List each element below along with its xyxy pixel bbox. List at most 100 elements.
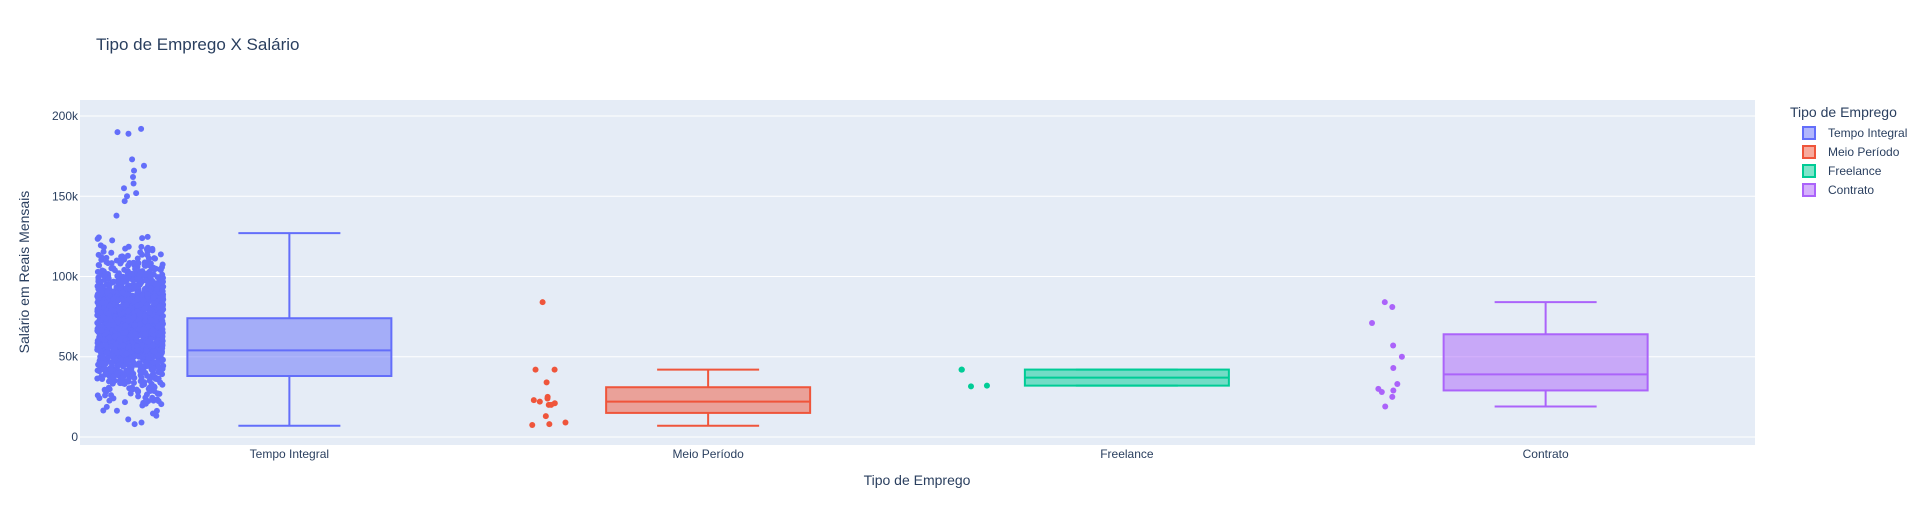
data-point <box>1389 304 1396 310</box>
data-point <box>135 260 142 267</box>
data-point <box>530 397 537 404</box>
plot-area <box>80 100 1755 445</box>
data-point <box>153 286 160 293</box>
data-point <box>150 294 157 301</box>
data-point <box>99 375 106 382</box>
data-point <box>148 317 155 324</box>
data-point <box>1398 353 1405 360</box>
data-point <box>125 416 132 423</box>
series-freelance <box>958 366 1230 390</box>
legend-swatch <box>1802 164 1816 178</box>
data-point <box>136 311 143 318</box>
data-point <box>141 305 148 312</box>
data-point <box>108 306 115 313</box>
data-point <box>115 297 122 304</box>
data-point <box>129 156 136 163</box>
data-point <box>1381 299 1388 306</box>
data-point <box>117 284 124 291</box>
data-point <box>133 296 140 303</box>
data-point <box>149 245 156 252</box>
data-point <box>151 255 158 262</box>
y-tick-label: 200k <box>52 109 79 123</box>
legend-label: Tempo Integral <box>1828 126 1907 140</box>
data-point <box>1390 387 1397 394</box>
data-point <box>142 277 149 284</box>
data-point <box>532 366 539 373</box>
data-point <box>95 262 102 269</box>
legend-title: Tipo de Emprego <box>1790 104 1897 120</box>
data-point <box>121 198 128 205</box>
data-point <box>546 421 553 428</box>
y-tick-label: 50k <box>59 350 79 364</box>
data-point <box>120 277 127 284</box>
data-point <box>94 392 101 399</box>
data-point <box>120 342 127 349</box>
data-point <box>113 257 120 264</box>
data-point <box>117 357 124 364</box>
data-point <box>138 243 145 250</box>
data-point <box>149 342 156 349</box>
data-point <box>102 342 109 349</box>
data-point <box>101 386 108 393</box>
data-point <box>137 249 144 256</box>
data-point <box>133 386 140 393</box>
data-point <box>138 374 145 381</box>
data-point <box>967 383 974 390</box>
data-point <box>156 303 163 310</box>
data-point <box>123 350 130 357</box>
data-point <box>126 260 133 267</box>
data-point <box>155 352 162 359</box>
data-point <box>154 274 161 281</box>
data-point <box>94 375 101 382</box>
data-point <box>94 367 101 374</box>
data-point <box>125 368 132 375</box>
data-point <box>94 235 101 242</box>
data-point <box>113 407 120 414</box>
chart-title: Tipo de Emprego X Salário <box>96 35 299 54</box>
data-point <box>107 367 114 374</box>
legend-swatch <box>1802 145 1816 159</box>
y-axis-title: Salário em Reais Mensais <box>16 191 32 354</box>
data-point <box>141 313 148 320</box>
data-point <box>149 394 156 401</box>
data-point <box>98 327 105 334</box>
data-point <box>159 356 166 363</box>
data-point <box>1389 393 1396 400</box>
legend-label: Meio Período <box>1828 145 1900 159</box>
data-point <box>158 364 165 371</box>
data-point <box>122 329 129 336</box>
data-point <box>134 255 141 262</box>
x-tick-label: Freelance <box>1100 447 1154 461</box>
data-point <box>143 363 150 370</box>
data-point <box>130 379 137 386</box>
data-point <box>119 289 126 296</box>
x-tick-label: Contrato <box>1523 447 1569 461</box>
box-iqr <box>1442 333 1649 392</box>
data-point <box>159 294 166 301</box>
data-point <box>99 299 106 306</box>
legend-label: Freelance <box>1828 164 1882 178</box>
data-point <box>127 390 134 397</box>
data-point <box>97 349 104 356</box>
data-point <box>97 309 104 316</box>
data-point <box>141 286 148 293</box>
data-point <box>100 366 107 373</box>
data-point <box>125 130 132 137</box>
data-point <box>110 278 117 285</box>
data-point <box>128 355 135 362</box>
data-point <box>147 273 154 280</box>
data-point <box>100 244 107 251</box>
data-point <box>131 284 138 291</box>
data-point <box>116 361 123 368</box>
data-point <box>121 399 128 406</box>
data-point <box>114 370 121 377</box>
data-point <box>1390 364 1397 371</box>
data-point <box>146 377 153 384</box>
data-point <box>149 410 156 417</box>
data-point <box>150 365 157 372</box>
data-point <box>157 251 164 258</box>
data-point <box>983 382 990 389</box>
data-point <box>542 413 549 420</box>
data-point <box>144 372 151 379</box>
data-point <box>131 321 138 328</box>
